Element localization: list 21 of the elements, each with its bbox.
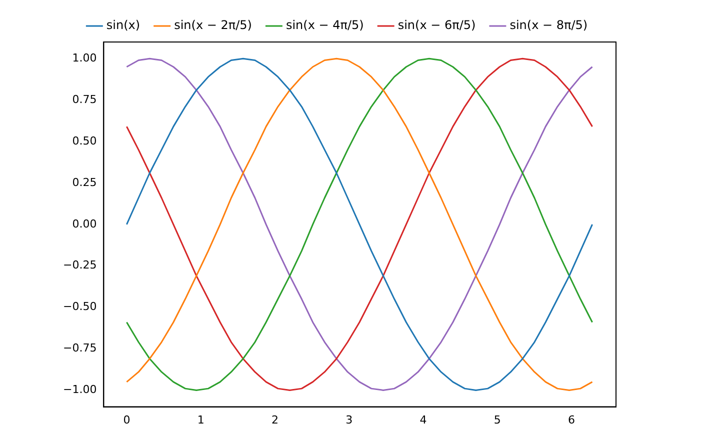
x-tick-label: 5 (494, 413, 501, 426)
x-tick-label: 6 (568, 413, 576, 426)
x-tick-label: 2 (271, 413, 278, 426)
x-tick-label: 0 (123, 413, 130, 426)
y-tick-label: 0.00 (72, 217, 97, 230)
y-tick-label: 1.00 (72, 51, 97, 64)
x-tick-label: 4 (420, 413, 427, 426)
x-tick-label: 1 (197, 413, 204, 426)
y-tick-label: −0.75 (62, 342, 97, 355)
x-tick-label: 3 (346, 413, 353, 426)
legend-label: sin(x − 6π/5) (398, 18, 476, 32)
y-tick-label: −1.00 (62, 383, 97, 396)
y-tick-label: −0.25 (62, 258, 97, 272)
legend-label: sin(x − 2π/5) (174, 18, 252, 32)
legend-label: sin(x) (106, 18, 140, 32)
y-tick-label: 0.25 (72, 176, 97, 189)
legend-label: sin(x − 4π/5) (286, 18, 364, 32)
y-tick-label: 0.50 (72, 134, 97, 148)
y-tick-label: 0.75 (72, 92, 97, 106)
legend-label: sin(x − 8π/5) (510, 18, 588, 32)
y-tick-label: −0.50 (62, 300, 97, 314)
